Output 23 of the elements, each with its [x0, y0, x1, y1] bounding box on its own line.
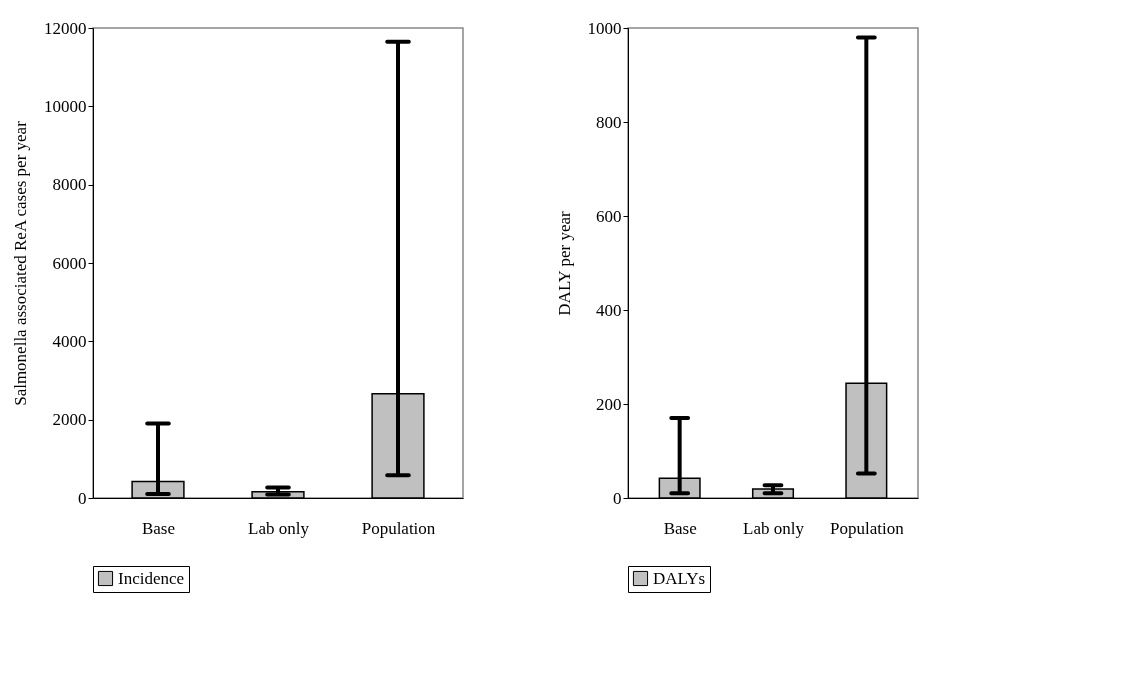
- y-tick-label: 10000: [44, 96, 87, 116]
- y-axis-title: DALY per year: [554, 210, 574, 316]
- y-tick-label: 0: [613, 488, 622, 508]
- x-tick-label: Base: [141, 518, 176, 538]
- y-tick-label: 4000: [52, 331, 87, 351]
- y-tick-label: 12000: [44, 18, 87, 38]
- legend-label: DALYs: [653, 568, 706, 588]
- y-tick-label: 600: [596, 206, 622, 226]
- x-tick-label: Population: [361, 518, 436, 538]
- y-axis-title: Salmonella associated ReA cases per year: [11, 120, 30, 406]
- y-tick-label: 0: [78, 488, 87, 508]
- y-tick-label: 2000: [52, 410, 87, 430]
- y-tick-label: 400: [596, 300, 622, 320]
- y-tick-label: 200: [596, 394, 622, 414]
- y-tick-label: 800: [596, 112, 622, 132]
- y-tick-label: 8000: [52, 175, 87, 195]
- y-tick-label: 6000: [52, 253, 87, 273]
- x-tick-label: Lab only: [743, 518, 805, 538]
- x-tick-label: Lab only: [248, 518, 310, 538]
- x-tick-label: Base: [663, 518, 697, 538]
- y-tick-label: 1000: [587, 18, 622, 38]
- x-tick-label: Population: [830, 518, 905, 538]
- legend-label: Incidence: [118, 568, 185, 588]
